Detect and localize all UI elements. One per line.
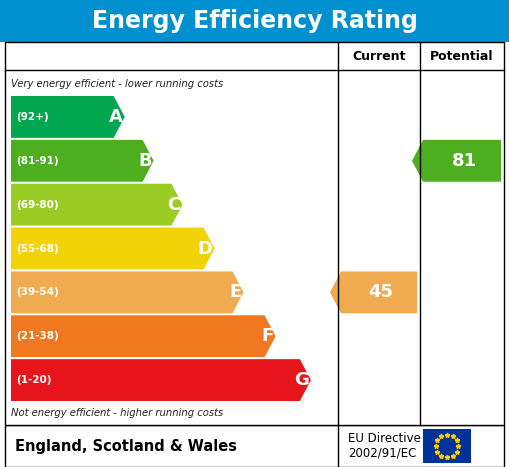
Text: (39-54): (39-54) [16,287,59,297]
Polygon shape [11,140,154,182]
Polygon shape [11,359,311,401]
Polygon shape [330,271,417,313]
Text: (55-68): (55-68) [16,243,59,254]
Text: 81: 81 [451,152,476,170]
Text: (69-80): (69-80) [16,200,59,210]
Text: (21-38): (21-38) [16,331,59,341]
Text: A: A [109,108,123,126]
Bar [0,0,509,42]
Bar [5,42,504,425]
Bar [423,429,471,463]
Text: 45: 45 [369,283,393,301]
Text: F: F [261,327,274,345]
Text: B: B [138,152,152,170]
Text: Energy Efficiency Rating: Energy Efficiency Rating [92,9,417,33]
Text: Potential: Potential [430,50,494,63]
Text: E: E [229,283,241,301]
Polygon shape [412,140,501,182]
Text: C: C [167,196,181,213]
Text: (81-91): (81-91) [16,156,59,166]
Text: G: G [294,371,309,389]
Text: Not energy efficient - higher running costs: Not energy efficient - higher running co… [11,408,223,418]
Polygon shape [11,271,243,313]
Polygon shape [11,96,125,138]
Polygon shape [11,184,183,226]
Polygon shape [11,227,215,269]
Text: (92+): (92+) [16,112,49,122]
Polygon shape [11,315,275,357]
Text: (1-20): (1-20) [16,375,51,385]
Text: Very energy efficient - lower running costs: Very energy efficient - lower running co… [11,79,223,89]
Bar [5,425,504,467]
Text: EU Directive
2002/91/EC: EU Directive 2002/91/EC [348,432,421,460]
Text: D: D [197,240,213,257]
Text: Current: Current [352,50,406,63]
Text: England, Scotland & Wales: England, Scotland & Wales [15,439,237,453]
